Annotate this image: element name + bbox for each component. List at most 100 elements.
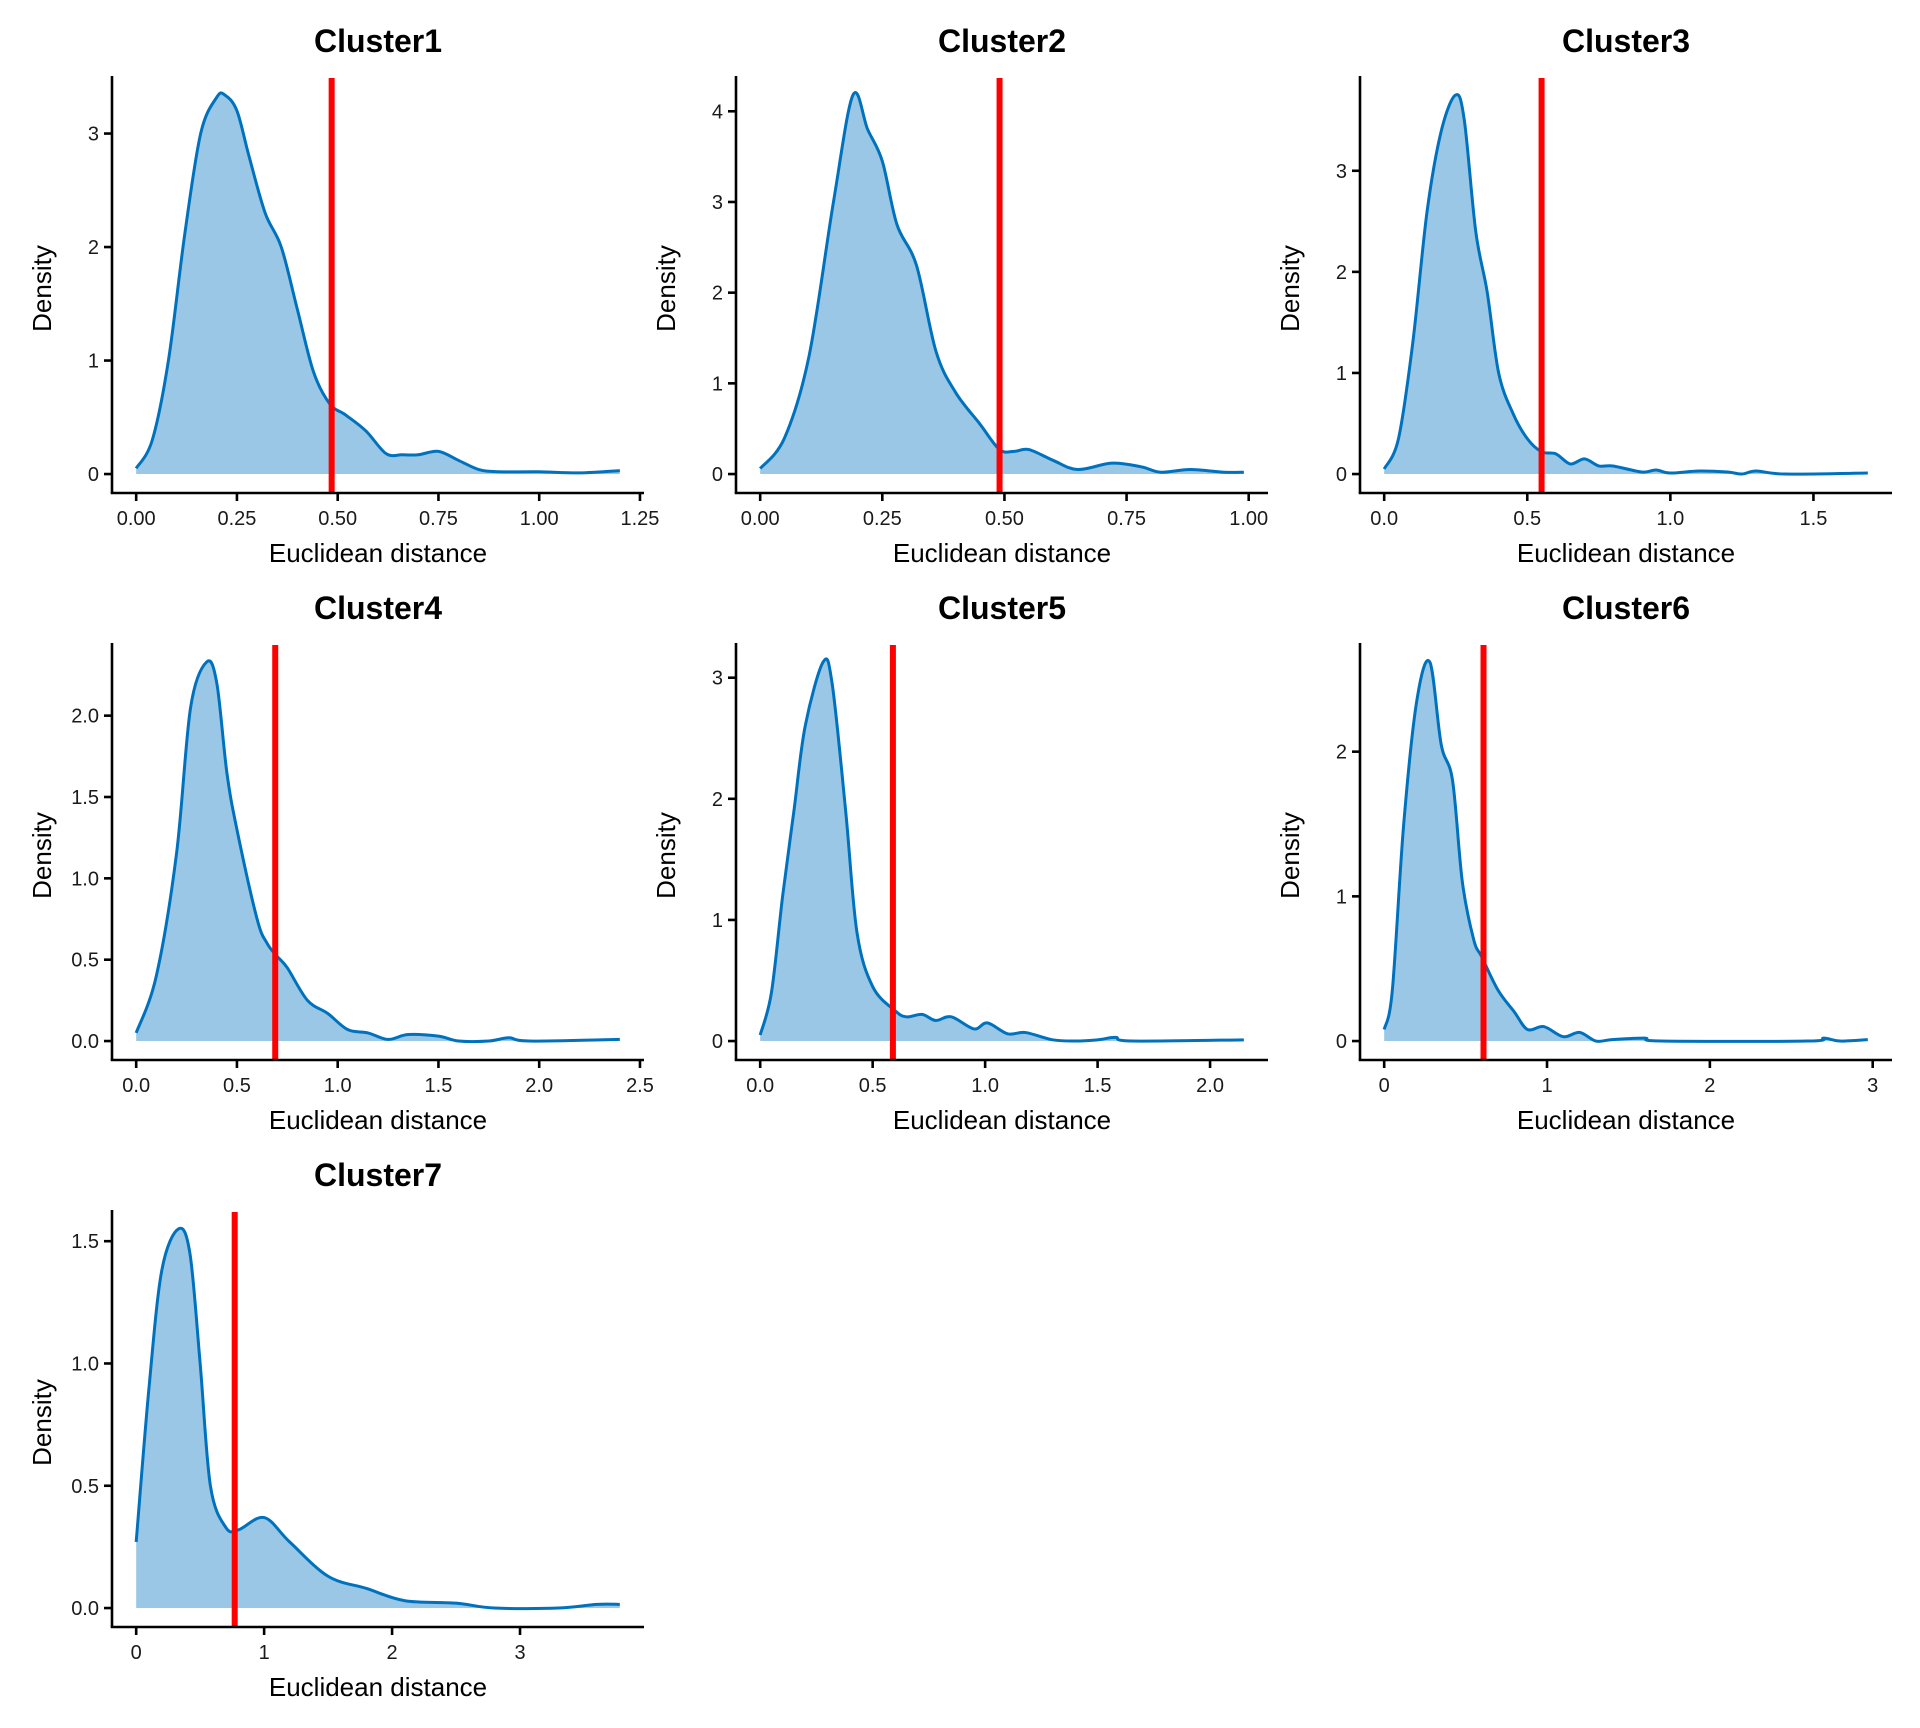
y-tick-label: 2 <box>1336 262 1347 284</box>
x-tick-label: 1 <box>1541 1075 1552 1097</box>
x-tick-label: 2 <box>387 1642 398 1664</box>
y-axis-title: Density <box>651 245 681 332</box>
x-tick-label: 3 <box>514 1642 525 1664</box>
y-tick-label: 1 <box>88 351 99 373</box>
y-axis-title: Density <box>27 812 57 899</box>
x-tick-label: 2.0 <box>525 1075 553 1097</box>
y-tick-label: 0 <box>1336 1031 1347 1053</box>
panel-title: Cluster7 <box>314 1157 442 1193</box>
y-tick-label: 0.0 <box>71 1598 99 1620</box>
x-tick-label: 0.25 <box>217 508 256 530</box>
x-tick-label: 1.5 <box>1800 508 1828 530</box>
x-tick-label: 0 <box>1379 1075 1390 1097</box>
density-curve <box>134 91 620 475</box>
y-tick-label: 2 <box>1336 742 1347 764</box>
x-tick-label: 1 <box>259 1642 270 1664</box>
y-axis-title: Density <box>1275 245 1305 332</box>
y-tick-label: 3 <box>1336 161 1347 183</box>
panel-title: Cluster3 <box>1562 23 1690 59</box>
density-area <box>760 658 1244 1042</box>
x-axis-title: Euclidean distance <box>1517 1105 1735 1135</box>
density-curve <box>134 1226 620 1611</box>
y-tick-label: 3 <box>88 124 99 146</box>
y-axis-title: Density <box>27 245 57 332</box>
x-tick-label: 1.00 <box>1229 508 1268 530</box>
x-tick-label: 1.5 <box>1084 1075 1112 1097</box>
density-area <box>1384 660 1868 1042</box>
y-tick-label: 1.0 <box>71 868 99 890</box>
density-curve <box>1382 658 1868 1043</box>
density-area <box>136 92 620 475</box>
y-tick-label: 3 <box>712 668 723 690</box>
y-tick-label: 0 <box>88 464 99 486</box>
x-axis-title: Euclidean distance <box>269 1105 487 1135</box>
x-tick-label: 0.5 <box>223 1075 251 1097</box>
y-axis-title: Density <box>27 1379 57 1466</box>
panel-cluster4: 0.0 0.5 1.0 1.5 2.0 2.5 0.0 0.5 1.0 1.5 2.0 Cluster… <box>27 590 654 1135</box>
y-tick-label: 0 <box>712 1031 723 1053</box>
y-tick-label: 2.0 <box>71 706 99 728</box>
panel-title: Cluster5 <box>938 590 1066 626</box>
y-tick-label: 1.5 <box>71 1231 99 1253</box>
y-tick-label: 1.0 <box>71 1353 99 1375</box>
y-axis-title: Density <box>1275 812 1305 899</box>
y-tick-label: 4 <box>712 101 723 123</box>
x-tick-label: 0.00 <box>117 508 156 530</box>
y-tick-label: 0 <box>712 464 723 486</box>
panel-cluster6: 0 1 2 3 0 1 2 Cluster6 Euclidean distance Density <box>1275 590 1892 1135</box>
x-tick-label: 0.50 <box>318 508 357 530</box>
panel-title: Cluster2 <box>938 23 1066 59</box>
y-tick-label: 0.5 <box>71 950 99 972</box>
y-tick-label: 2 <box>712 789 723 811</box>
density-curve <box>759 91 1244 474</box>
x-tick-label: 1.0 <box>324 1075 352 1097</box>
x-axis-title: Euclidean distance <box>269 538 487 568</box>
density-curve <box>1382 93 1868 476</box>
x-tick-label: 1.0 <box>971 1075 999 1097</box>
x-tick-label: 1.25 <box>621 508 660 530</box>
density-curve <box>758 657 1244 1043</box>
x-axis-title: Euclidean distance <box>893 1105 1111 1135</box>
x-tick-label: 0.00 <box>741 508 780 530</box>
x-tick-label: 0.25 <box>863 508 902 530</box>
panel-cluster3: 0.0 0.5 1.0 1.5 0 1 2 3 Cluster3 Euclidean distan… <box>1275 23 1892 568</box>
x-tick-label: 0.75 <box>1107 508 1146 530</box>
x-tick-label: 2 <box>1704 1075 1715 1097</box>
x-tick-label: 0.5 <box>859 1075 887 1097</box>
panel-title: Cluster1 <box>314 23 442 59</box>
y-axis-title: Density <box>651 812 681 899</box>
x-tick-label: 0.0 <box>746 1075 774 1097</box>
x-axis-title: Euclidean distance <box>1517 538 1735 568</box>
density-area <box>760 92 1244 475</box>
x-tick-label: 3 <box>1867 1075 1878 1097</box>
y-tick-label: 1 <box>1336 886 1347 908</box>
y-tick-label: 2 <box>712 283 723 305</box>
y-tick-label: 3 <box>712 192 723 214</box>
y-tick-label: 0 <box>1336 464 1347 486</box>
x-tick-label: 0.50 <box>985 508 1024 530</box>
y-tick-label: 2 <box>88 237 99 259</box>
panel-title: Cluster6 <box>1562 590 1690 626</box>
x-tick-label: 0.0 <box>122 1075 150 1097</box>
density-curve <box>134 659 620 1044</box>
panel-title: Cluster4 <box>314 590 442 626</box>
x-tick-label: 0.0 <box>1370 508 1398 530</box>
y-tick-label: 1 <box>712 373 723 395</box>
density-area <box>136 660 620 1042</box>
x-tick-label: 0.5 <box>1513 508 1541 530</box>
x-tick-label: 1.0 <box>1656 508 1684 530</box>
panel-cluster2: 0.00 0.25 0.50 0.75 1.00 0 1 2 3 4 Cluster2 Euclide… <box>651 23 1268 568</box>
x-tick-label: 2.0 <box>1196 1075 1224 1097</box>
x-tick-label: 1.5 <box>425 1075 453 1097</box>
x-tick-label: 2.5 <box>626 1075 654 1097</box>
x-tick-label: 0.75 <box>419 508 458 530</box>
y-tick-label: 1 <box>712 910 723 932</box>
panel-cluster5: 0.0 0.5 1.0 1.5 2.0 0 1 2 3 Cluster5 Euclidean dis… <box>651 590 1268 1135</box>
x-axis-title: Euclidean distance <box>893 538 1111 568</box>
x-tick-label: 1.00 <box>520 508 559 530</box>
panel-cluster1: 0.00 0.25 0.50 0.75 1.00 1.25 0 1 2 3 Cluster1 Eucl… <box>27 23 659 568</box>
y-tick-label: 0.0 <box>71 1031 99 1053</box>
y-tick-label: 1 <box>1336 363 1347 385</box>
y-tick-label: 0.5 <box>71 1476 99 1498</box>
